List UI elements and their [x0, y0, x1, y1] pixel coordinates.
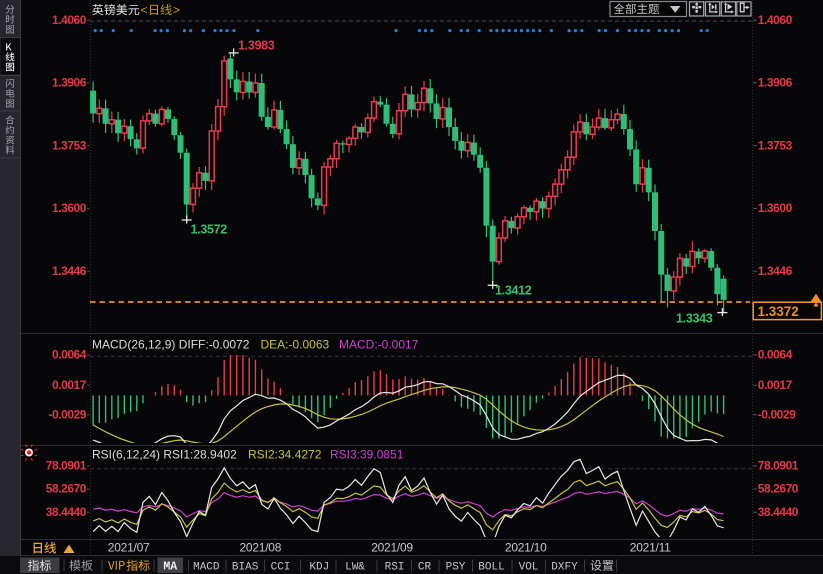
- svg-text:1.3983: 1.3983: [238, 38, 275, 52]
- svg-text:1.3906: 1.3906: [52, 76, 87, 90]
- svg-text:2021/10: 2021/10: [505, 541, 547, 555]
- svg-text:DXFY: DXFY: [551, 562, 578, 574]
- svg-text:78.0901: 78.0901: [46, 459, 87, 473]
- svg-text:RSI: RSI: [385, 562, 405, 574]
- svg-text:1.4060: 1.4060: [758, 13, 793, 27]
- svg-text:PSY: PSY: [446, 562, 466, 574]
- svg-text:BIAS: BIAS: [232, 562, 259, 574]
- svg-text:2021/11: 2021/11: [630, 541, 671, 555]
- svg-text:58.2670: 58.2670: [46, 482, 87, 496]
- svg-text:RSI3:39.0851: RSI3:39.0851: [330, 448, 404, 462]
- svg-text:1.4060: 1.4060: [52, 13, 87, 27]
- svg-text:38.4440: 38.4440: [46, 505, 87, 519]
- svg-text:<: <: [141, 3, 148, 17]
- svg-text:2021/08: 2021/08: [240, 541, 282, 555]
- svg-text:0.0064: 0.0064: [52, 348, 87, 362]
- svg-text:38.4440: 38.4440: [758, 505, 799, 519]
- svg-text:KDJ: KDJ: [309, 562, 329, 574]
- svg-text:1.3753: 1.3753: [52, 138, 87, 152]
- svg-text:MACD(26,12,9) DIFF:-0.0072: MACD(26,12,9) DIFF:-0.0072: [92, 338, 250, 352]
- svg-text:LW&: LW&: [345, 562, 365, 574]
- svg-text:>: >: [173, 3, 180, 17]
- svg-text:-0.0029: -0.0029: [758, 407, 796, 421]
- svg-text:1.3343: 1.3343: [676, 312, 713, 326]
- svg-text:0.0017: 0.0017: [52, 378, 87, 392]
- svg-text:1.3906: 1.3906: [758, 76, 793, 90]
- svg-text:78.0901: 78.0901: [758, 459, 799, 473]
- svg-text:2021/09: 2021/09: [371, 541, 413, 555]
- svg-text:VOL: VOL: [519, 562, 539, 574]
- svg-text:1.3412: 1.3412: [495, 284, 532, 298]
- svg-text:-0.0029: -0.0029: [48, 407, 86, 421]
- svg-text:1.3600: 1.3600: [52, 201, 87, 215]
- svg-text:1.3753: 1.3753: [758, 138, 793, 152]
- svg-text:MA: MA: [163, 561, 177, 574]
- svg-text:1.3446: 1.3446: [52, 264, 87, 278]
- svg-text:1.3572: 1.3572: [191, 223, 228, 237]
- svg-text:1.3372: 1.3372: [758, 304, 799, 319]
- svg-text:0.0064: 0.0064: [758, 348, 793, 362]
- svg-text:2021/07: 2021/07: [108, 541, 150, 555]
- svg-text:1.3446: 1.3446: [758, 264, 793, 278]
- svg-text:CR: CR: [418, 562, 432, 574]
- svg-text:MACD: MACD: [193, 562, 220, 574]
- svg-text:BOLL: BOLL: [478, 562, 504, 574]
- svg-text:CCI: CCI: [271, 562, 291, 574]
- svg-text:RSI2:34.4272: RSI2:34.4272: [248, 448, 322, 462]
- svg-text:MACD:-0.0017: MACD:-0.0017: [339, 338, 419, 352]
- svg-text:RSI(6,12,24) RSI1:28.9402: RSI(6,12,24) RSI1:28.9402: [92, 448, 237, 462]
- svg-text:58.2670: 58.2670: [758, 482, 799, 496]
- svg-text:1.3600: 1.3600: [758, 201, 793, 215]
- svg-text:0.0017: 0.0017: [758, 378, 793, 392]
- svg-text:DEA:-0.0063: DEA:-0.0063: [261, 338, 330, 352]
